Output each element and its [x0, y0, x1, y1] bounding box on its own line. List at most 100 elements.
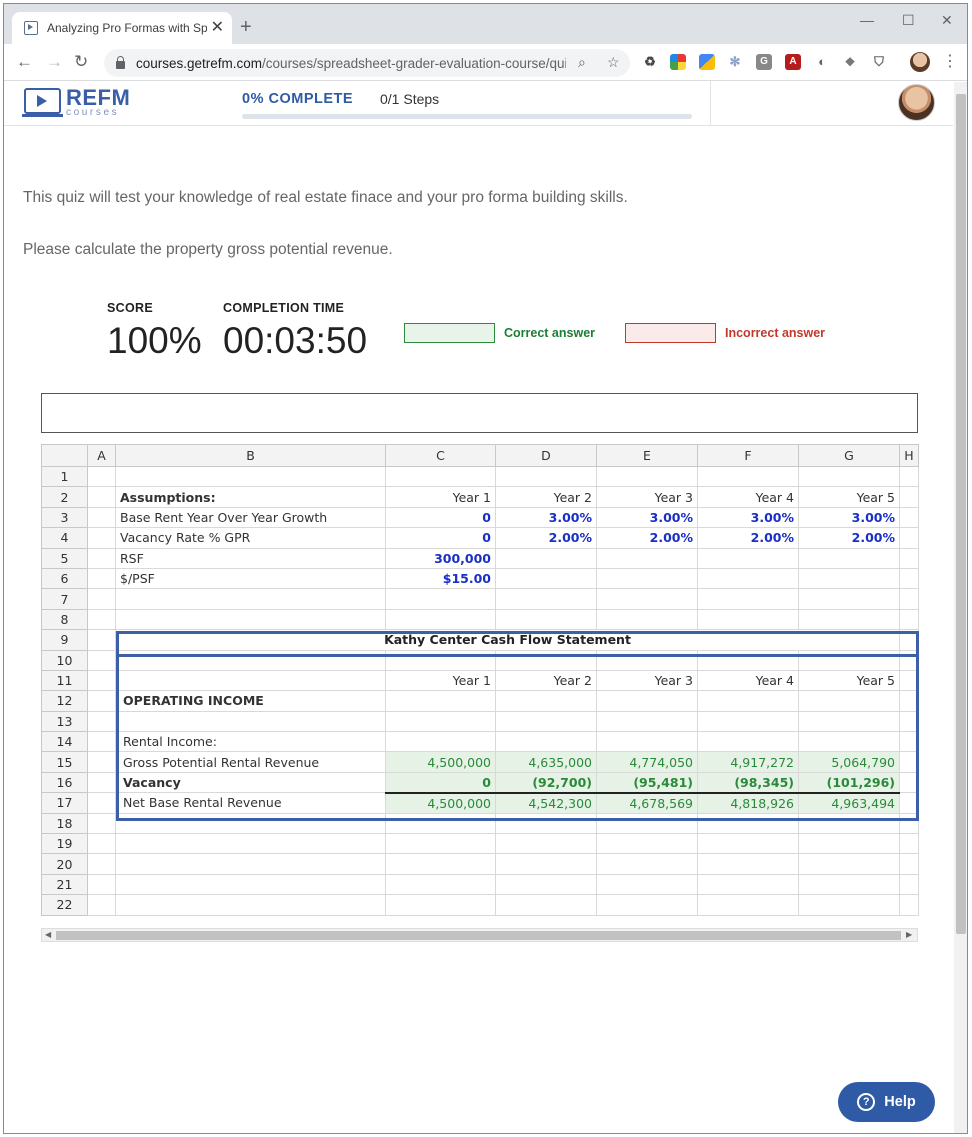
sheet-cell[interactable] [899, 751, 919, 773]
recycle-extension-icon[interactable]: ♻ [642, 54, 658, 70]
sheet-cell[interactable] [899, 669, 919, 692]
row-header[interactable]: 1 [41, 465, 88, 488]
sheet-cell[interactable] [596, 547, 698, 569]
sheet-cell[interactable] [87, 812, 116, 835]
shield-extension-icon[interactable]: ⛉ [871, 54, 887, 70]
sheet-cell[interactable] [899, 608, 919, 631]
sheet-cell[interactable]: 2.00% [697, 527, 799, 549]
sheet-cell[interactable] [87, 486, 116, 508]
sheet-cell[interactable] [596, 608, 698, 631]
reload-icon[interactable]: ↻ [74, 52, 89, 71]
sheet-cell[interactable] [798, 649, 900, 671]
row-header[interactable]: 7 [41, 588, 88, 610]
sheet-cell[interactable] [798, 812, 900, 835]
sheet-cell[interactable]: 3.00% [697, 506, 799, 529]
row-header[interactable]: 11 [41, 669, 88, 692]
sheet-cell[interactable] [495, 873, 597, 896]
sheet-cell[interactable] [495, 690, 597, 712]
sheet-cell[interactable] [596, 690, 698, 712]
sheet-cell[interactable]: Year 5 [798, 669, 900, 692]
user-avatar[interactable] [898, 84, 935, 121]
sheet-cell[interactable] [697, 833, 799, 855]
scroll-right-icon[interactable]: ▶ [906, 930, 913, 939]
sheet-cell[interactable] [87, 669, 116, 692]
sheet-cell[interactable] [87, 567, 116, 590]
sheet-cell[interactable] [899, 833, 919, 855]
sheet-cell[interactable] [798, 567, 900, 590]
sheet-cell[interactable]: 4,500,000 [385, 751, 496, 773]
sheet-cell[interactable]: Year 1 [385, 669, 496, 692]
sheet-cell[interactable] [87, 873, 116, 896]
scroll-left-icon[interactable]: ◀ [45, 930, 52, 939]
sheet-cell[interactable]: 4,500,000 [385, 792, 496, 814]
column-header[interactable]: G [798, 444, 900, 467]
sheet-cell[interactable] [495, 547, 597, 569]
sheet-cell[interactable] [899, 873, 919, 896]
sheet-cell[interactable]: 5,064,790 [798, 751, 900, 773]
sheet-cell[interactable] [798, 731, 900, 753]
sheet-cell[interactable] [697, 894, 799, 916]
sheet-cell[interactable] [596, 465, 698, 488]
sheet-cell[interactable] [495, 608, 597, 631]
sheet-cell[interactable] [87, 833, 116, 855]
row-header[interactable]: 16 [41, 771, 88, 794]
sheet-cell[interactable] [697, 853, 799, 875]
new-tab-icon[interactable]: + [240, 16, 252, 38]
forward-icon[interactable]: → [46, 52, 63, 71]
profile-avatar-icon[interactable] [910, 52, 930, 72]
sheet-cell[interactable] [87, 690, 116, 712]
sheet-cell[interactable] [697, 731, 799, 753]
sheet-cell[interactable] [87, 527, 116, 549]
sheet-cell[interactable] [899, 547, 919, 569]
row-header[interactable]: 4 [41, 527, 88, 549]
sheet-cell[interactable] [798, 873, 900, 896]
sheet-cell[interactable] [87, 588, 116, 610]
cash-flow-title[interactable]: Kathy Center Cash Flow Statement [115, 629, 900, 651]
sheet-cell[interactable] [697, 465, 799, 488]
sheet-cell[interactable]: Year 3 [596, 669, 698, 692]
sheet-cell[interactable]: OPERATING INCOME [115, 690, 386, 712]
row-header[interactable]: 6 [41, 567, 88, 590]
sheet-cell[interactable] [87, 894, 116, 916]
row-header[interactable]: 13 [41, 710, 88, 733]
sheet-cell[interactable] [495, 710, 597, 733]
formula-bar[interactable] [41, 393, 918, 433]
sheet-cell[interactable] [87, 710, 116, 733]
sheet-cell[interactable] [697, 567, 799, 590]
vertical-scroll-thumb[interactable] [956, 94, 966, 934]
sheet-cell[interactable] [596, 833, 698, 855]
sheet-cell[interactable] [899, 588, 919, 610]
sheet-cell[interactable] [697, 690, 799, 712]
sheet-cell[interactable]: Year 5 [798, 486, 900, 508]
sheet-cell[interactable] [697, 547, 799, 569]
sheet-cell[interactable]: 4,774,050 [596, 751, 698, 773]
sheet-cell[interactable] [899, 629, 919, 651]
sheet-cell[interactable]: 4,818,926 [697, 792, 799, 814]
sheet-cell[interactable] [385, 731, 496, 753]
sheet-cell[interactable]: Year 1 [385, 486, 496, 508]
sheet-cell[interactable] [385, 649, 496, 671]
sheet-cell[interactable] [495, 833, 597, 855]
sheet-cell[interactable] [115, 649, 386, 671]
row-header[interactable]: 20 [41, 853, 88, 875]
sheet-cell[interactable] [115, 894, 386, 916]
sheet-cell[interactable] [385, 873, 496, 896]
horizontal-scrollbar[interactable]: ◀ ▶ [41, 928, 918, 942]
maximize-icon[interactable]: ☐ [902, 12, 915, 28]
sheet-cell[interactable] [115, 873, 386, 896]
sheet-cell[interactable]: Net Base Rental Revenue [115, 792, 386, 814]
address-bar[interactable]: courses.getrefm.com/courses/spreadsheet-… [104, 49, 630, 77]
dropbox-extension-icon[interactable]: ❖ [842, 54, 858, 70]
back-icon[interactable]: ← [16, 52, 33, 71]
menu-kebab-icon[interactable]: ⋮ [942, 53, 958, 70]
sheet-cell[interactable]: Year 2 [495, 669, 597, 692]
sheet-cell[interactable] [115, 833, 386, 855]
column-header[interactable]: A [87, 444, 116, 467]
row-header[interactable]: 18 [41, 812, 88, 835]
minimize-icon[interactable]: — [860, 12, 874, 28]
sheet-cell[interactable] [87, 751, 116, 773]
sheet-cell[interactable] [385, 690, 496, 712]
sheet-cell[interactable]: $/PSF [115, 567, 386, 590]
sheet-cell[interactable]: 4,635,000 [495, 751, 597, 773]
row-header[interactable]: 22 [41, 894, 88, 916]
